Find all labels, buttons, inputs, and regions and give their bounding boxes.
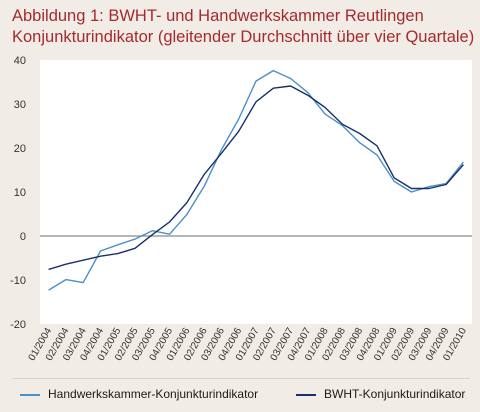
- plot-area: [40, 60, 472, 324]
- legend-swatch-bwht: [296, 393, 316, 396]
- legend-label-bwht: BWHT-Konjunkturindikator: [324, 387, 466, 401]
- legend-label-handwerkskammer: Handwerkskammer-Konjunkturindikator: [48, 387, 259, 401]
- y-tick-label: 30: [14, 99, 26, 111]
- series-layer: [48, 69, 464, 291]
- y-tick-label: -10: [10, 275, 26, 287]
- y-tick-label: 10: [14, 187, 26, 199]
- chart-title-line2: Konjunkturindikator (gleitender Durchsch…: [12, 28, 475, 46]
- y-tick-label: -20: [10, 319, 26, 331]
- chart-title: Abbildung 1: BWHT- und Handwerkskammer R…: [12, 6, 474, 48]
- y-tick-label: 40: [14, 55, 26, 67]
- legend-item-bwht: BWHT-Konjunkturindikator: [296, 387, 465, 401]
- legend-swatch-handwerkskammer: [20, 393, 40, 396]
- y-tick-label: 20: [14, 143, 26, 155]
- legend: Handwerkskammer-Konjunkturindikator BWHT…: [12, 378, 470, 405]
- y-tick-label: 0: [20, 231, 26, 243]
- legend-item-handwerkskammer: Handwerkskammer-Konjunkturindikator: [20, 387, 258, 401]
- series-line-bwht: [48, 85, 464, 271]
- chart-title-line1: Abbildung 1: BWHT- und Handwerkskammer R…: [12, 7, 424, 25]
- series-line-handwerkskammer: [48, 69, 464, 291]
